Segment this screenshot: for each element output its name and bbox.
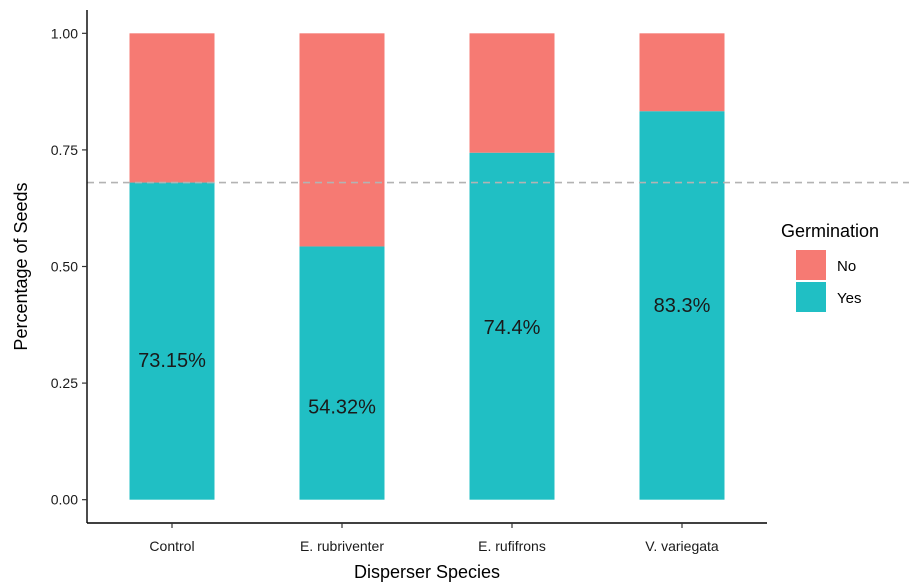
bar-no-4	[639, 33, 725, 112]
data-label-3: 74.4%	[484, 317, 541, 339]
axes-layer: 0.00 0.25 0.50 0.75 1.00 Control E. rubrivente…	[51, 10, 767, 554]
y-tick-label: 1.00	[51, 25, 78, 41]
legend-label-yes: Yes	[837, 290, 861, 307]
data-label-4: 83.3%	[654, 295, 711, 317]
data-labels-layer: 73.15% 54.32% 74.4% 83.3%	[138, 295, 710, 418]
legend-label-no: No	[837, 258, 856, 275]
x-tick-label: E. rubriventer	[300, 538, 384, 554]
bar-yes-3	[469, 152, 555, 500]
y-tick-label: 0.75	[51, 142, 78, 158]
y-tick-label: 0.00	[51, 492, 78, 508]
x-tick-label: E. rufifrons	[478, 538, 546, 554]
bar-yes-1	[129, 182, 215, 500]
x-tick-label: Control	[149, 538, 194, 554]
bar-no-3	[469, 33, 555, 153]
legend: Germination No Yes	[781, 221, 879, 312]
bar-yes-4	[639, 111, 725, 500]
x-axis-title: Disperser Species	[354, 562, 500, 582]
x-tick-label: V. variegata	[645, 538, 719, 554]
bar-no-2	[299, 33, 385, 247]
bar-no-1	[129, 33, 215, 183]
legend-key-no	[796, 250, 826, 280]
bars-layer	[129, 33, 725, 500]
data-label-2: 54.32%	[308, 396, 376, 418]
y-tick-label: 0.50	[51, 259, 78, 275]
legend-key-yes	[796, 282, 826, 312]
bar-yes-2	[299, 246, 385, 500]
legend-title: Germination	[781, 221, 879, 241]
y-axis-title: Percentage of Seeds	[11, 182, 31, 350]
y-tick-label: 0.25	[51, 375, 78, 391]
data-label-1: 73.15%	[138, 350, 206, 372]
